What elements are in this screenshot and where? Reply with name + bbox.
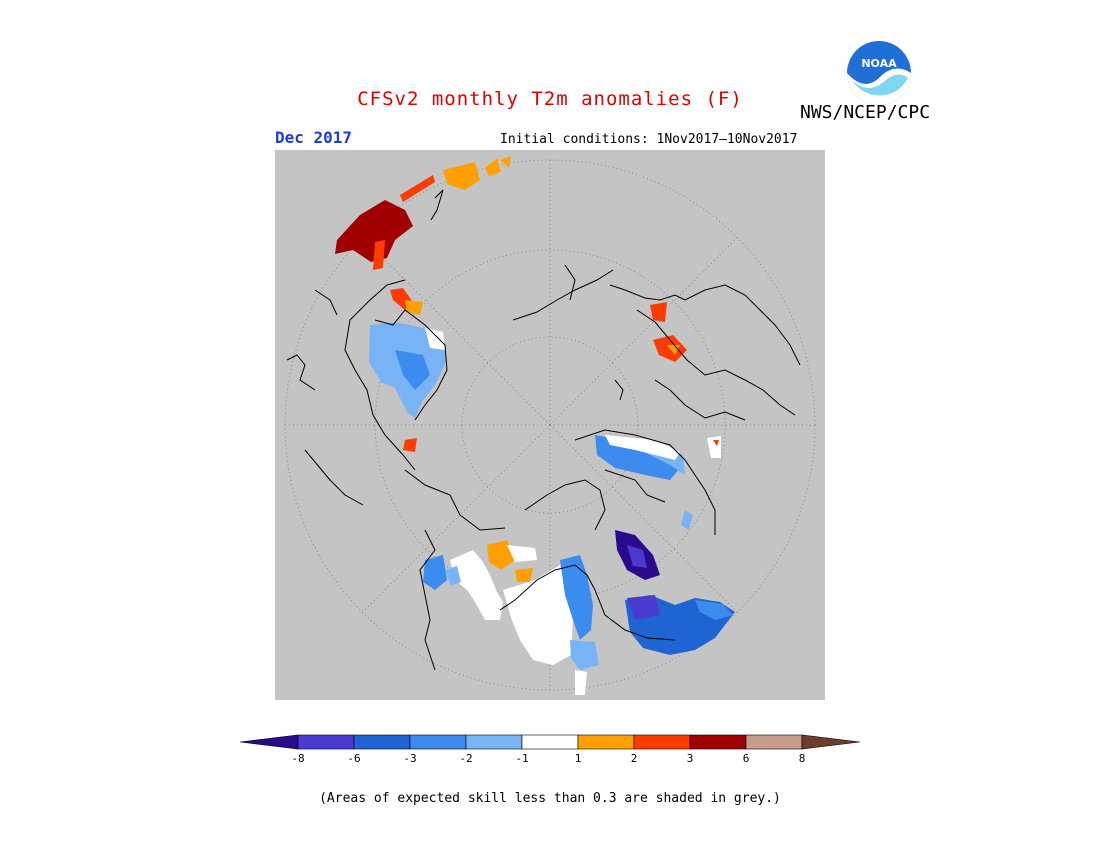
colorbar-tick-label: -1 [515, 752, 528, 765]
agency-label: NWS/NCEP/CPC [800, 102, 931, 123]
colorbar-swatch [577, 734, 635, 750]
anomaly-patches [335, 156, 735, 695]
colorbar-swatch [409, 734, 467, 750]
colorbar-tick-label: -2 [459, 752, 472, 765]
colorbar-swatch [521, 734, 579, 750]
colorbar-tick-label: -3 [403, 752, 416, 765]
coastlines [286, 189, 801, 671]
colorbar-swatch [297, 734, 355, 750]
colorbar-tick-label: 6 [743, 752, 750, 765]
colorbar: -8 -6 -3 -2 -1 1 2 3 6 8 [240, 734, 860, 765]
colorbar-arrow-left [240, 734, 299, 750]
logo-text: NOAA [861, 57, 897, 70]
footnote: (Areas of expected skill less than 0.3 a… [319, 791, 781, 806]
map-title: CFSv2 monthly T2m anomalies (F) [357, 88, 743, 110]
colorbar-tick-label: 1 [575, 752, 582, 765]
colorbar-tick-label: 3 [687, 752, 694, 765]
noaa-logo: NOAA [847, 41, 911, 105]
polar-map [275, 150, 825, 700]
colorbar-tick-label: -6 [347, 752, 360, 765]
colorbar-arrow-right [801, 734, 860, 750]
colorbar-swatch [465, 734, 523, 750]
colorbar-tick-label: -8 [291, 752, 304, 765]
colorbar-swatch [745, 734, 803, 750]
initial-conditions: Initial conditions: 1Nov2017–10Nov2017 [500, 132, 798, 147]
colorbar-swatch [689, 734, 747, 750]
valid-month: Dec 2017 [275, 128, 353, 147]
colorbar-tick-label: 8 [799, 752, 806, 765]
colorbar-swatch [353, 734, 411, 750]
colorbar-swatch [633, 734, 691, 750]
colorbar-tick-label: 2 [631, 752, 638, 765]
